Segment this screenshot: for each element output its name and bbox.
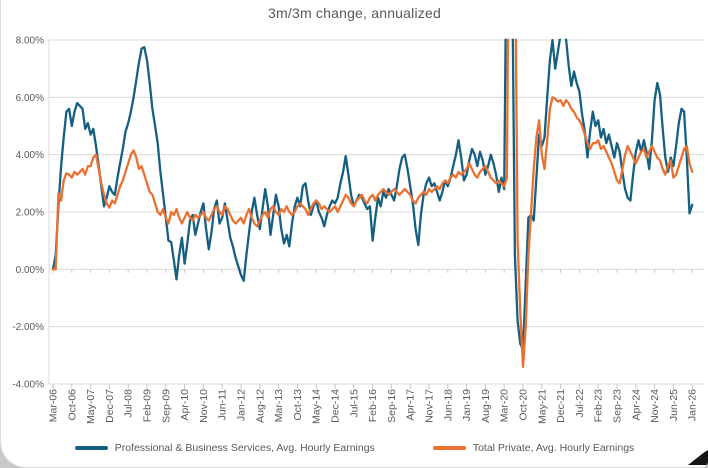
- x-axis-tick-label: Mar-06: [48, 389, 60, 422]
- chart-legend: Professional & Business Services, Avg. H…: [1, 442, 708, 454]
- y-axis-tick-label: -2.00%: [12, 322, 44, 333]
- y-axis-tick-label: 8.00%: [16, 36, 44, 47]
- series-line-professional-business-services: [51, 38, 694, 351]
- y-axis-tick-label: 6.00%: [16, 93, 44, 104]
- x-axis-tick-label: Jan-26: [687, 389, 699, 421]
- x-axis-tick-label: Aug-19: [480, 389, 492, 423]
- x-axis-tick-label: Mar-20: [499, 389, 511, 422]
- x-axis-tick-label: May-14: [311, 389, 323, 424]
- x-axis-tick-label: Jul-08: [123, 389, 135, 418]
- legend-label: Professional & Business Services, Avg. H…: [114, 442, 375, 454]
- x-axis-tick-label: Nov-17: [423, 389, 435, 423]
- x-axis-tick-label: Sep-16: [386, 389, 398, 423]
- x-axis-tick-label: Nov-24: [649, 389, 661, 423]
- legend-line-swatch-blue: [74, 446, 108, 450]
- x-axis-tick-label: Apr-10: [179, 389, 191, 421]
- x-axis-tick-label: Apr-24: [630, 389, 642, 421]
- x-axis-tick-label: May-07: [85, 389, 97, 424]
- x-axis-tick-label: Oct-13: [292, 389, 304, 421]
- y-axis-tick-label: 4.00%: [16, 150, 44, 161]
- legend-line-swatch-orange: [432, 446, 466, 450]
- x-axis-tick-label: Aug-12: [254, 389, 266, 423]
- legend-item-total-private: Total Private, Avg. Hourly Earnings: [432, 442, 635, 454]
- x-axis-tick-label: Dec-07: [104, 389, 116, 423]
- x-axis-tick-label: Dec-21: [555, 389, 567, 423]
- x-axis-tick-label: Feb-16: [367, 389, 379, 422]
- x-axis-tick-label: Jan-12: [235, 389, 247, 421]
- x-axis-tick-label: Feb-09: [141, 389, 153, 422]
- x-axis-tick-label: Sep-23: [611, 389, 623, 423]
- x-axis-tick-label: Sep-09: [160, 389, 172, 423]
- x-axis-tick-label: Feb-23: [593, 389, 605, 422]
- legend-item-professional-business-services: Professional & Business Services, Avg. H…: [74, 442, 375, 454]
- x-axis-tick-label: Apr-17: [405, 389, 417, 421]
- x-axis-tick-label: Dec-14: [329, 389, 341, 423]
- x-axis-tick-label: Oct-20: [517, 389, 529, 421]
- x-axis-tick-label: Mar-13: [273, 389, 285, 422]
- x-axis-tick-label: Jun-11: [217, 389, 229, 420]
- y-axis-tick-label: -4.00%: [12, 380, 44, 391]
- x-axis-tick-label: Jun-18: [442, 389, 454, 421]
- x-axis-tick-label: Jun-25: [668, 389, 680, 421]
- x-axis-tick-label: Oct-06: [66, 389, 78, 421]
- legend-label: Total Private, Avg. Hourly Earnings: [472, 442, 635, 454]
- x-axis-tick-label: Jul-15: [348, 389, 360, 418]
- chart-title: 3m/3m change, annualized: [268, 5, 441, 21]
- y-axis-tick-label: 2.00%: [16, 208, 44, 219]
- x-axis-tick-label: May-21: [536, 389, 548, 424]
- x-axis-tick-label: Jul-22: [574, 389, 586, 418]
- x-axis-tick-label: Jan-19: [461, 389, 473, 421]
- series-line-total-private: [51, 38, 694, 368]
- x-axis-tick-label: Nov-10: [198, 389, 210, 423]
- y-axis-tick-label: 0.00%: [16, 265, 44, 276]
